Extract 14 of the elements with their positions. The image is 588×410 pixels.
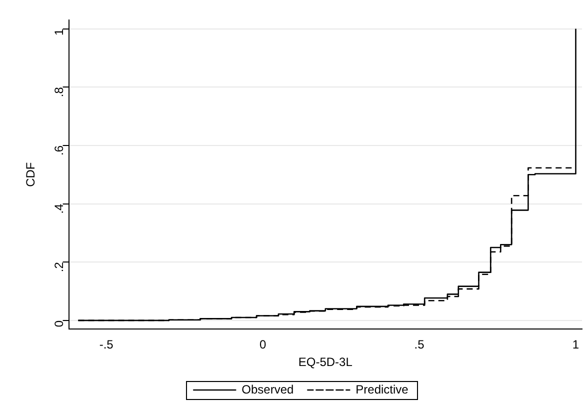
x-tick-label: .5 <box>414 338 425 352</box>
x-axis-title: EQ-5D-3L <box>298 355 353 370</box>
y-tick-label: .8 <box>52 86 66 98</box>
x-tick-label: 0 <box>259 338 266 352</box>
y-tick-label: .2 <box>52 262 66 272</box>
x-tick-label: -.5 <box>99 338 114 352</box>
y-axis-title: CDF <box>24 162 38 187</box>
legend-label: Observed <box>242 382 294 396</box>
y-tick-label: 0 <box>52 320 66 328</box>
x-tick-label: 1 <box>572 338 580 352</box>
legend-label: Predictive <box>356 382 409 396</box>
y-tick-label: .4 <box>52 203 66 214</box>
y-tick-label: 1 <box>52 28 66 36</box>
y-tick-label: .6 <box>52 145 66 156</box>
